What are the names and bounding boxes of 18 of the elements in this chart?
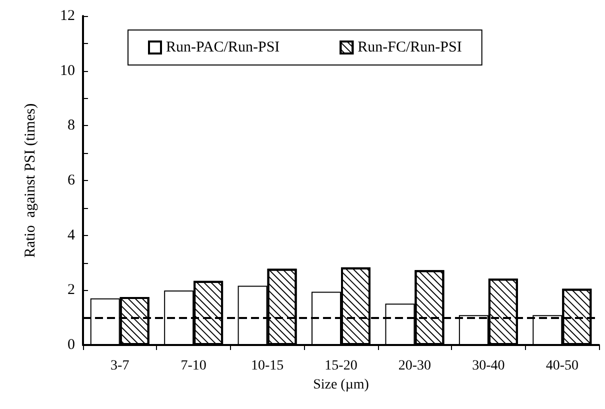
x-tick-label: 20-30 (398, 358, 432, 374)
legend-label: Run-FC/Run-PSI (358, 40, 462, 56)
y-tick-label: 2 (68, 282, 75, 298)
y-tick-label: 12 (60, 8, 75, 24)
x-tick-label: 15-20 (324, 358, 358, 374)
x-axis-title: Size (µm) (313, 377, 370, 392)
x-tick-label: 40-50 (546, 358, 578, 374)
y-tick-label: 4 (68, 227, 76, 244)
y-tick-label: 6 (68, 172, 76, 188)
x-tick-label: 10-15 (250, 358, 284, 374)
y-axis-title: Ratio against PSI (times) (22, 103, 38, 258)
y-tick-label: 10 (60, 62, 75, 79)
y-tick-label: 8 (68, 118, 75, 134)
x-tick-label: 7-10 (180, 358, 206, 374)
y-tick-label: 0 (68, 337, 75, 353)
x-tick-label: 3-7 (110, 358, 130, 374)
legend-label: Run-PAC/Run-PSI (166, 40, 280, 56)
x-tick-label: 30-40 (472, 358, 505, 374)
